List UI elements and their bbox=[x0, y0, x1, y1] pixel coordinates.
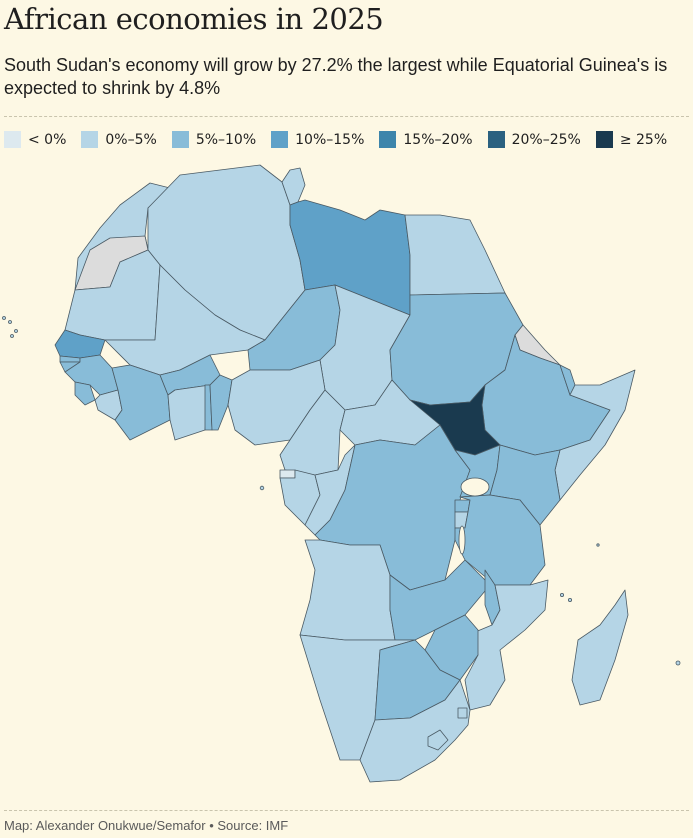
top-divider bbox=[4, 116, 689, 117]
legend-swatch bbox=[379, 131, 397, 148]
africa-map-svg bbox=[2, 164, 681, 783]
africa-map bbox=[0, 160, 693, 810]
legend-label: 20%–25% bbox=[511, 131, 581, 148]
legend-swatch bbox=[271, 131, 289, 148]
country-ghana bbox=[167, 384, 211, 441]
legend-item-0-5: 0%–5% bbox=[81, 131, 157, 148]
island-mauritius bbox=[675, 660, 681, 666]
lake-victoria bbox=[460, 477, 490, 497]
legend-swatch bbox=[171, 131, 189, 148]
island-comoros bbox=[560, 593, 565, 598]
legend-label: 10%–15% bbox=[295, 131, 365, 148]
country-madagascar bbox=[571, 589, 629, 706]
island-cape-verde bbox=[10, 334, 14, 338]
country-cameroon bbox=[279, 389, 346, 476]
chart-title: African economies in 2025 bbox=[4, 2, 384, 36]
legend-item-5-10: 5%–10% bbox=[171, 131, 257, 148]
legend-label: ≥ 25% bbox=[619, 131, 668, 148]
legend: < 0% 0%–5% 5%–10% 10%–15% 15%–20% 20%–25… bbox=[4, 131, 682, 148]
legend-label: 5%–10% bbox=[195, 131, 257, 148]
lake-tanganyika bbox=[458, 525, 466, 555]
island-sao-tome bbox=[259, 485, 265, 491]
island-comoros bbox=[568, 598, 573, 603]
legend-label: < 0% bbox=[28, 131, 67, 148]
country-rwanda bbox=[454, 499, 471, 513]
country-equatorial-guinea bbox=[279, 469, 296, 479]
legend-swatch bbox=[4, 131, 21, 148]
country-sierra-leone bbox=[74, 381, 96, 406]
country-egypt bbox=[404, 214, 506, 296]
country-south-africa bbox=[359, 679, 471, 783]
legend-item-below-0: < 0% bbox=[4, 131, 66, 148]
legend-item-15-20: 15%–20% bbox=[379, 131, 473, 148]
country-somalia bbox=[554, 369, 636, 501]
legend-swatch bbox=[595, 131, 613, 148]
legend-label: 0%–5% bbox=[105, 131, 157, 148]
island-seychelles bbox=[596, 543, 600, 547]
country-angola bbox=[299, 539, 396, 641]
legend-swatch bbox=[487, 131, 505, 148]
island-cape-verde bbox=[8, 320, 12, 324]
island-cape-verde bbox=[14, 329, 18, 333]
source-credit: Map: Alexander Onukwue/Semafor • Source:… bbox=[4, 818, 289, 833]
country-mozambique bbox=[464, 579, 549, 711]
country-tanzania bbox=[454, 494, 546, 586]
legend-swatch bbox=[81, 131, 99, 148]
chart-subtitle: South Sudan's economy will grow by 27.2%… bbox=[4, 55, 668, 98]
island-cape-verde bbox=[2, 316, 6, 320]
bottom-divider bbox=[4, 810, 689, 811]
legend-item-10-15: 10%–15% bbox=[271, 131, 364, 148]
legend-label: 15%–20% bbox=[403, 131, 473, 148]
country-kenya bbox=[489, 444, 561, 526]
legend-item-25-plus: ≥ 25% bbox=[595, 131, 668, 148]
country-eswatini bbox=[457, 707, 468, 719]
legend-item-20-25: 20%–25% bbox=[487, 131, 581, 148]
country-lesotho bbox=[427, 729, 449, 751]
